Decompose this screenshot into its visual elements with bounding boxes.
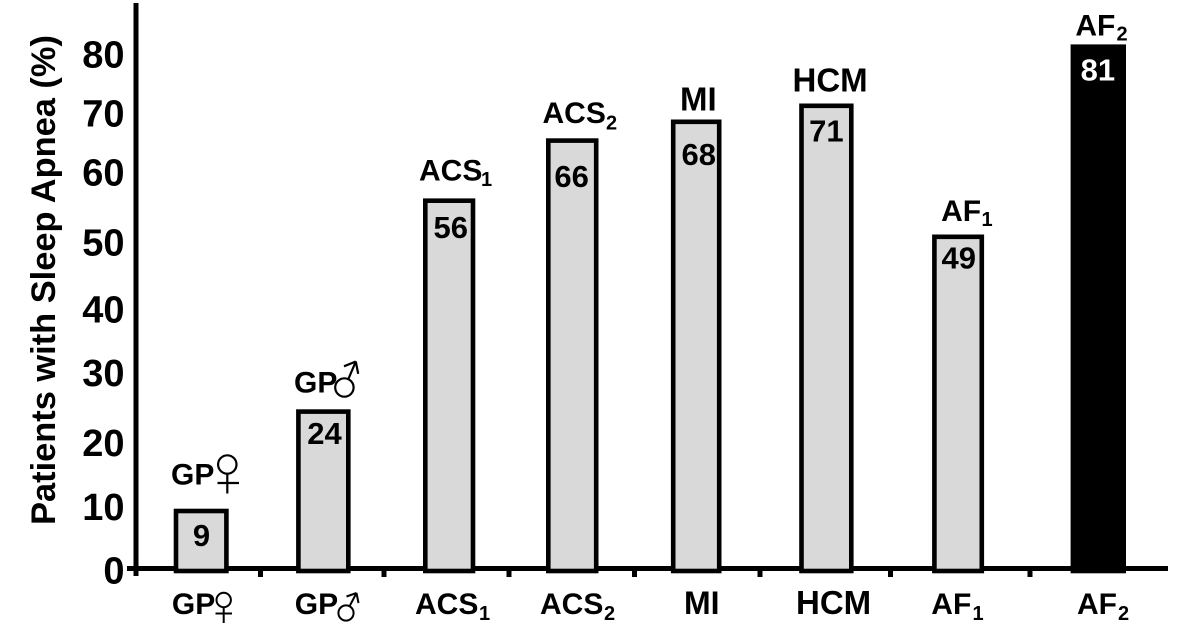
svg-text:68: 68 — [682, 137, 716, 172]
svg-text:2: 2 — [606, 113, 617, 135]
svg-text:GP: GP — [171, 459, 214, 492]
svg-text:10: 10 — [82, 487, 124, 529]
svg-text:GP: GP — [295, 588, 338, 621]
svg-text:24: 24 — [307, 416, 342, 451]
svg-text:71: 71 — [809, 114, 843, 149]
svg-text:1: 1 — [479, 603, 490, 625]
svg-text:1: 1 — [982, 209, 993, 231]
svg-text:30: 30 — [82, 353, 124, 395]
svg-text:Patients with Sleep Apnea (%): Patients with Sleep Apnea (%) — [25, 35, 63, 525]
svg-text:ACS: ACS — [540, 588, 603, 621]
svg-text:81: 81 — [1081, 53, 1115, 88]
svg-text:MI: MI — [680, 80, 717, 117]
svg-text:ACS: ACS — [419, 155, 482, 188]
svg-text:GP: GP — [294, 367, 337, 400]
svg-text:66: 66 — [554, 159, 588, 194]
svg-text:1: 1 — [481, 169, 492, 191]
svg-text:9: 9 — [193, 518, 210, 553]
svg-text:AF: AF — [941, 195, 981, 228]
svg-text:AF: AF — [1077, 588, 1117, 621]
svg-text:0: 0 — [103, 551, 124, 593]
svg-text:AF: AF — [931, 588, 971, 621]
svg-text:2: 2 — [1118, 603, 1129, 625]
svg-text:70: 70 — [82, 94, 124, 136]
svg-text:GP: GP — [172, 588, 215, 621]
svg-text:2: 2 — [1117, 24, 1128, 46]
svg-text:1: 1 — [973, 603, 984, 625]
svg-text:60: 60 — [82, 153, 124, 195]
svg-text:40: 40 — [82, 290, 124, 332]
svg-text:80: 80 — [82, 35, 124, 77]
svg-text:AF: AF — [1075, 9, 1115, 42]
svg-text:MI: MI — [684, 585, 720, 621]
svg-text:2: 2 — [604, 603, 615, 625]
svg-text:HCM: HCM — [796, 584, 871, 621]
svg-text:50: 50 — [82, 223, 124, 265]
svg-text:ACS: ACS — [543, 97, 606, 130]
svg-text:ACS: ACS — [415, 588, 478, 621]
svg-text:49: 49 — [942, 240, 976, 275]
svg-text:56: 56 — [433, 210, 467, 245]
svg-text:HCM: HCM — [793, 62, 868, 99]
svg-text:20: 20 — [82, 423, 124, 465]
